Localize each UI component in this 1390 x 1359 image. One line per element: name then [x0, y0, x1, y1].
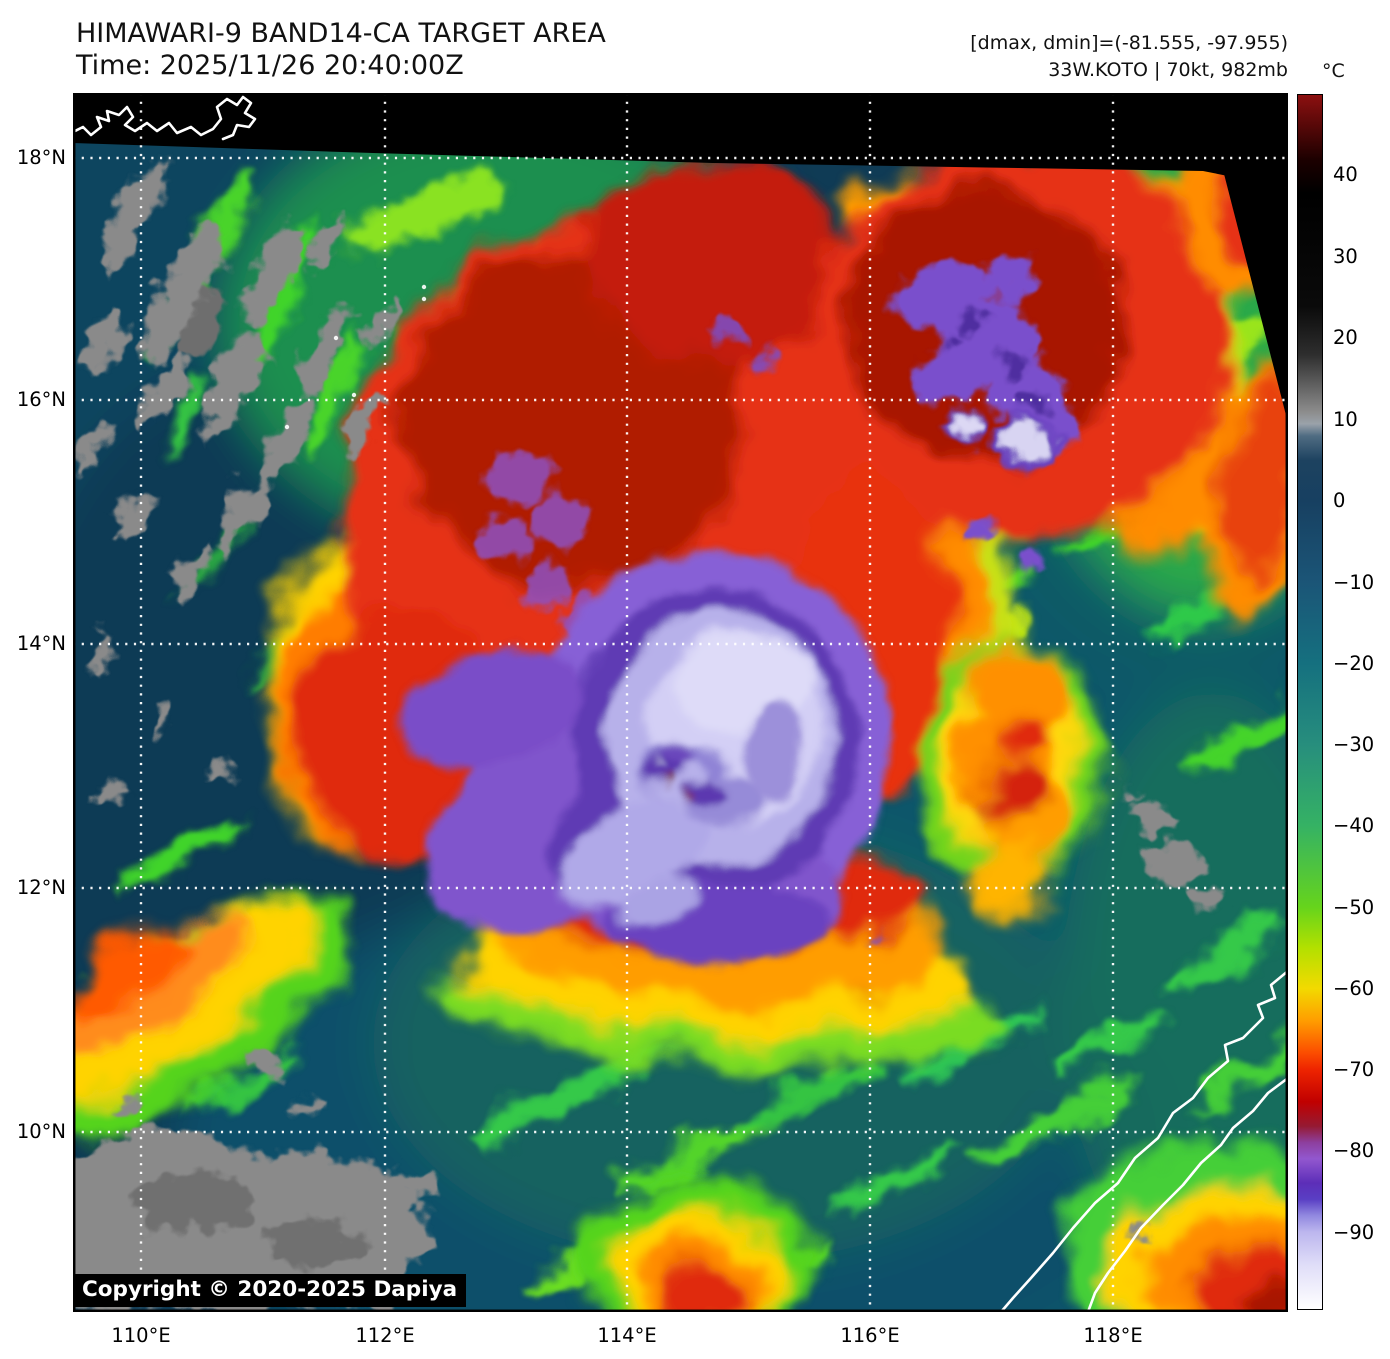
info-block: [dmax, dmin]=(-81.555, -97.955) 33W.KOTO… — [970, 30, 1288, 84]
white-specks — [284, 284, 427, 430]
typhoon-cdo — [400, 551, 893, 963]
page-title: HIMAWARI-9 BAND14-CA TARGET AREA — [76, 18, 606, 49]
colorbar-tick-label: 10 — [1333, 408, 1358, 431]
colorbar-tick-label: −80 — [1333, 1139, 1375, 1162]
colorbar-tick-label: 20 — [1333, 326, 1358, 349]
satellite-image — [73, 93, 1288, 1312]
no-data-region — [73, 93, 1288, 423]
colorbar-tick-label: −10 — [1333, 571, 1375, 594]
lat-tick-label: 16°N — [16, 388, 66, 411]
colorbar-tick-label: 0 — [1333, 489, 1346, 512]
colorbar-unit-label: °C — [1322, 60, 1345, 82]
colorbar-tick-label: 30 — [1333, 245, 1358, 268]
lat-tick-label: 12°N — [16, 876, 66, 899]
lat-tick-label: 18°N — [16, 146, 66, 169]
lat-tick-label: 10°N — [16, 1120, 66, 1143]
colorbar-tick-label: −30 — [1333, 733, 1375, 756]
lon-tick-label: 116°E — [840, 1324, 900, 1347]
timestamp: Time: 2025/11/26 20:40:00Z — [76, 50, 464, 81]
satellite-map: Copyright © 2020-2025 Dapiya — [73, 93, 1288, 1312]
grid-lines — [73, 93, 1288, 1312]
lon-tick-label: 118°E — [1083, 1324, 1143, 1347]
dmax-dmin-readout: [dmax, dmin]=(-81.555, -97.955) — [970, 32, 1288, 54]
header: HIMAWARI-9 BAND14-CA TARGET AREA Time: 2… — [76, 18, 606, 82]
lat-tick-label: 14°N — [16, 632, 66, 655]
colorbar-tick-label: −40 — [1333, 814, 1375, 837]
colorbar-tick-label: −90 — [1333, 1221, 1375, 1244]
lon-tick-label: 110°E — [111, 1324, 171, 1347]
coastline-southeast-inner — [1086, 1076, 1288, 1312]
colorbar-tick-label: −50 — [1333, 896, 1375, 919]
copyright-badge: Copyright © 2020-2025 Dapiya — [75, 1274, 467, 1307]
colorbar-tick-label: 40 — [1333, 163, 1358, 186]
lon-tick-label: 114°E — [597, 1324, 657, 1347]
colorbar-gradient — [1298, 95, 1322, 1309]
storm-info: 33W.KOTO | 70kt, 982mb — [1048, 59, 1288, 81]
map-border — [73, 93, 1288, 1312]
colorbar-tick-label: −60 — [1333, 977, 1375, 1000]
colorbar-tick-label: −70 — [1333, 1058, 1375, 1081]
colorbar-tick-label: −20 — [1333, 652, 1375, 675]
lon-tick-label: 112°E — [355, 1324, 415, 1347]
coastline-northwest — [73, 95, 257, 141]
coastline-southeast-outer — [999, 969, 1288, 1312]
colorbar — [1297, 94, 1323, 1310]
